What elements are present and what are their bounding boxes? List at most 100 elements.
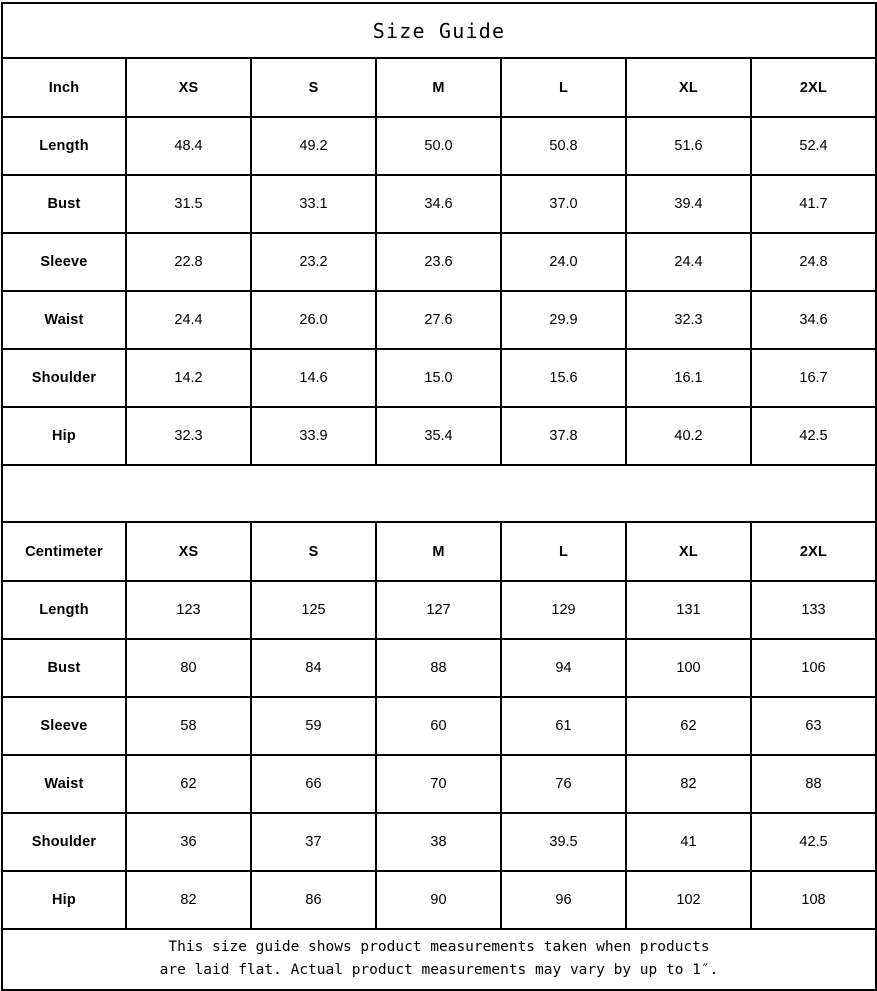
measurement-value: 50.8 xyxy=(500,116,627,176)
size-header-l: L xyxy=(500,521,627,582)
measurement-value: 32.3 xyxy=(625,290,752,350)
measurement-label: Bust xyxy=(1,638,127,698)
table-row: Length 123 125 127 129 131 133 xyxy=(1,580,877,640)
measurement-value: 86 xyxy=(250,870,377,930)
measurement-value: 37.0 xyxy=(500,174,627,234)
measurement-value: 52.4 xyxy=(750,116,877,176)
measurement-value: 39.4 xyxy=(625,174,752,234)
size-header-2xl: 2XL xyxy=(750,57,877,118)
measurement-value: 63 xyxy=(750,696,877,756)
measurement-value: 66 xyxy=(250,754,377,814)
measurement-value: 23.6 xyxy=(375,232,502,292)
measurement-label: Shoulder xyxy=(1,812,127,872)
table-row: Hip 82 86 90 96 102 108 xyxy=(1,870,877,930)
measurement-value: 123 xyxy=(125,580,252,640)
measurement-value: 41 xyxy=(625,812,752,872)
size-header-xs: XS xyxy=(125,57,252,118)
measurement-value: 14.6 xyxy=(250,348,377,408)
measurement-value: 108 xyxy=(750,870,877,930)
footer-note-line-1: This size guide shows product measuremen… xyxy=(168,939,710,956)
size-header-l: L xyxy=(500,57,627,118)
size-header-2xl: 2XL xyxy=(750,521,877,582)
unit-header: Inch xyxy=(1,57,127,118)
measurement-value: 32.3 xyxy=(125,406,252,466)
measurement-value: 129 xyxy=(500,580,627,640)
measurement-value: 88 xyxy=(750,754,877,814)
measurement-value: 39.5 xyxy=(500,812,627,872)
measurement-value: 37.8 xyxy=(500,406,627,466)
measurement-value: 29.9 xyxy=(500,290,627,350)
measurement-value: 82 xyxy=(125,870,252,930)
measurement-value: 34.6 xyxy=(375,174,502,234)
measurement-value: 82 xyxy=(625,754,752,814)
measurement-value: 35.4 xyxy=(375,406,502,466)
measurement-value: 70 xyxy=(375,754,502,814)
measurement-value: 90 xyxy=(375,870,502,930)
measurement-value: 40.2 xyxy=(625,406,752,466)
footer-note: This size guide shows product measuremen… xyxy=(1,928,877,991)
measurement-value: 42.5 xyxy=(750,812,877,872)
size-header-m: M xyxy=(375,57,502,118)
size-header-xs: XS xyxy=(125,521,252,582)
measurement-value: 24.8 xyxy=(750,232,877,292)
table-spacer-row xyxy=(1,464,877,523)
measurement-value: 127 xyxy=(375,580,502,640)
measurement-value: 38 xyxy=(375,812,502,872)
measurement-label: Shoulder xyxy=(1,348,127,408)
measurement-value: 96 xyxy=(500,870,627,930)
measurement-value: 37 xyxy=(250,812,377,872)
measurement-value: 33.9 xyxy=(250,406,377,466)
measurement-value: 14.2 xyxy=(125,348,252,408)
measurement-label: Sleeve xyxy=(1,696,127,756)
table-row: Sleeve 22.8 23.2 23.6 24.0 24.4 24.8 xyxy=(1,232,877,292)
table-spacer xyxy=(1,464,877,523)
measurement-value: 16.1 xyxy=(625,348,752,408)
measurement-value: 100 xyxy=(625,638,752,698)
measurement-value: 62 xyxy=(625,696,752,756)
measurement-value: 27.6 xyxy=(375,290,502,350)
measurement-value: 51.6 xyxy=(625,116,752,176)
measurement-value: 26.0 xyxy=(250,290,377,350)
measurement-value: 33.1 xyxy=(250,174,377,234)
measurement-label: Length xyxy=(1,116,127,176)
measurement-value: 31.5 xyxy=(125,174,252,234)
measurement-value: 49.2 xyxy=(250,116,377,176)
size-header-m: M xyxy=(375,521,502,582)
footer-note-row: This size guide shows product measuremen… xyxy=(1,928,877,991)
measurement-value: 50.0 xyxy=(375,116,502,176)
measurement-value: 24.4 xyxy=(625,232,752,292)
measurement-value: 58 xyxy=(125,696,252,756)
measurement-value: 15.0 xyxy=(375,348,502,408)
title-row: Size Guide xyxy=(1,2,877,59)
measurement-value: 24.4 xyxy=(125,290,252,350)
size-header-s: S xyxy=(250,57,377,118)
measurement-value: 22.8 xyxy=(125,232,252,292)
measurement-value: 34.6 xyxy=(750,290,877,350)
table-row: Shoulder 36 37 38 39.5 41 42.5 xyxy=(1,812,877,872)
measurement-value: 125 xyxy=(250,580,377,640)
measurement-value: 62 xyxy=(125,754,252,814)
measurement-label: Hip xyxy=(1,870,127,930)
measurement-label: Waist xyxy=(1,754,127,814)
measurement-value: 133 xyxy=(750,580,877,640)
table-row: Bust 80 84 88 94 100 106 xyxy=(1,638,877,698)
measurement-value: 60 xyxy=(375,696,502,756)
table-row: Hip 32.3 33.9 35.4 37.8 40.2 42.5 xyxy=(1,406,877,466)
measurement-value: 80 xyxy=(125,638,252,698)
measurement-value: 61 xyxy=(500,696,627,756)
measurement-label: Hip xyxy=(1,406,127,466)
measurement-value: 102 xyxy=(625,870,752,930)
measurement-value: 16.7 xyxy=(750,348,877,408)
measurement-value: 48.4 xyxy=(125,116,252,176)
table-row: Bust 31.5 33.1 34.6 37.0 39.4 41.7 xyxy=(1,174,877,234)
measurement-value: 88 xyxy=(375,638,502,698)
measurement-value: 41.7 xyxy=(750,174,877,234)
footer-note-line-2: are laid flat. Actual product measuremen… xyxy=(159,961,719,978)
measurement-value: 42.5 xyxy=(750,406,877,466)
size-header-s: S xyxy=(250,521,377,582)
page-title: Size Guide xyxy=(1,2,877,59)
measurement-value: 76 xyxy=(500,754,627,814)
unit-header: Centimeter xyxy=(1,521,127,582)
